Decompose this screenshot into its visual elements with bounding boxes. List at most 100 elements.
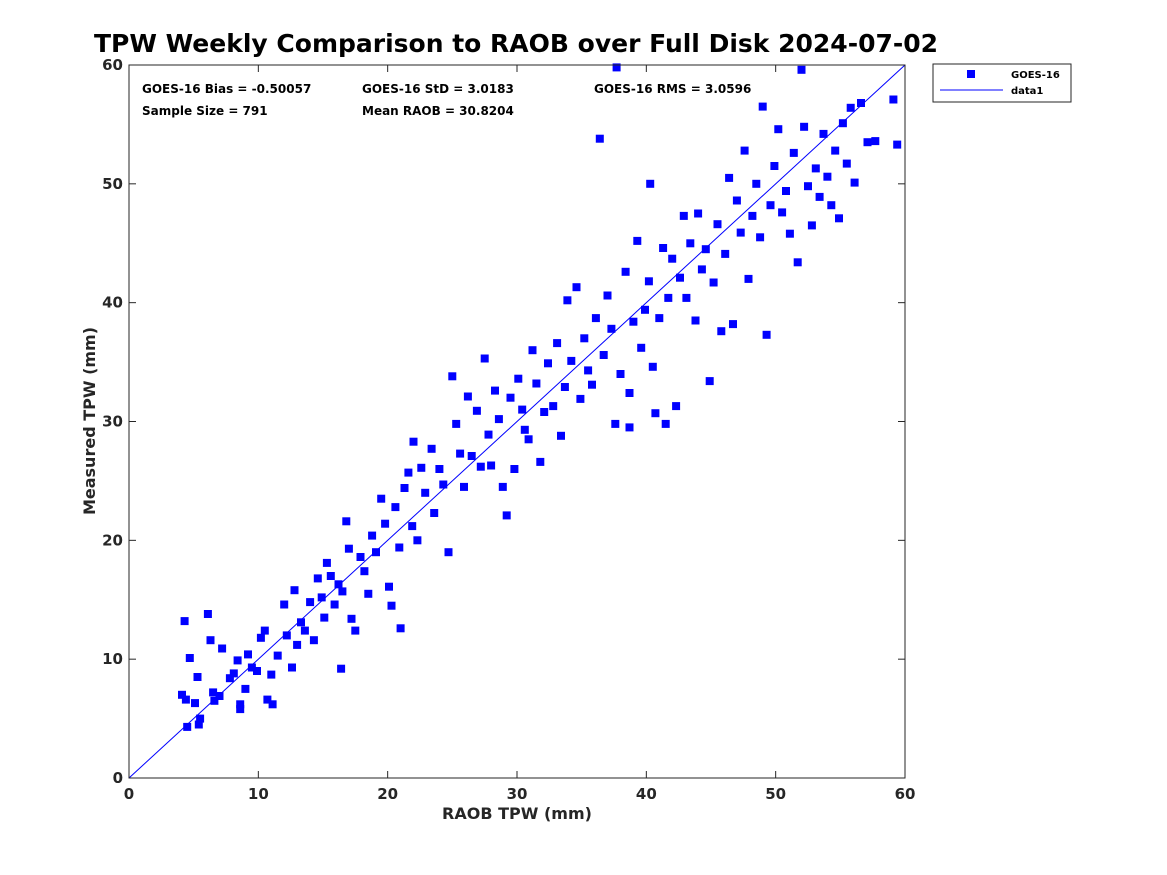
data-point (427, 444, 436, 453)
data-point (804, 182, 812, 191)
data-point (850, 178, 859, 187)
data-point (553, 339, 562, 348)
data-point (400, 484, 409, 492)
data-point (748, 211, 757, 220)
data-point (260, 626, 269, 635)
data-point (651, 409, 660, 418)
data-point (247, 663, 256, 672)
x-axis-label: RAOB TPW (mm) (442, 804, 592, 823)
data-point (364, 589, 373, 598)
stat-rms: GOES-16 RMS = 3.0596 (594, 82, 751, 96)
data-point (518, 405, 527, 414)
data-point (439, 480, 448, 489)
data-point (756, 233, 765, 242)
data-point (452, 419, 461, 428)
data-point (351, 626, 360, 635)
data-point (491, 386, 499, 395)
data-point (297, 618, 305, 627)
data-point (417, 463, 426, 472)
stats-annotations: GOES-16 Bias = -0.50057 GOES-16 StD = 3.… (142, 82, 751, 118)
data-point (206, 636, 215, 645)
data-point (580, 334, 589, 343)
data-point (691, 316, 700, 325)
data-point (782, 187, 790, 195)
legend-entry-goes16: GOES-16 (1011, 70, 1060, 81)
data-point (567, 356, 576, 365)
data-point (893, 140, 902, 149)
data-point (180, 617, 189, 626)
data-point (629, 317, 638, 326)
data-point (668, 254, 677, 263)
data-point (430, 509, 439, 517)
data-point (347, 614, 356, 623)
data-point (682, 293, 691, 302)
data-point (705, 377, 714, 386)
data-point (480, 354, 489, 363)
data-point (676, 273, 684, 282)
data-point (377, 494, 386, 503)
x-axis: 0 10 20 30 40 50 60 (124, 65, 915, 803)
data-point (694, 209, 703, 218)
data-point (256, 633, 265, 642)
data-point (360, 567, 369, 576)
data-point (178, 690, 186, 699)
data-point (236, 700, 245, 709)
data-point (621, 267, 630, 276)
data-point (857, 99, 865, 107)
data-point (595, 134, 604, 143)
legend-marker-square-icon (967, 70, 975, 78)
y-tick-label: 40 (102, 294, 123, 312)
data-point (456, 449, 465, 458)
data-point (368, 531, 377, 540)
data-point (563, 296, 572, 305)
data-point (766, 201, 775, 210)
y-tick-label: 60 (102, 56, 123, 74)
data-point (644, 277, 653, 286)
data-point (661, 419, 670, 428)
data-point (732, 196, 741, 205)
data-point (229, 669, 238, 678)
data-point (196, 714, 205, 723)
data-point (210, 696, 219, 705)
data-point (484, 430, 493, 439)
data-point (591, 314, 600, 323)
data-point (421, 488, 430, 497)
data-point (633, 236, 642, 245)
data-point (494, 415, 503, 424)
data-point (408, 522, 417, 531)
data-point (811, 164, 820, 173)
data-point (770, 162, 779, 170)
data-point (576, 394, 585, 403)
data-point (520, 425, 529, 434)
data-point (381, 519, 390, 528)
data-point (789, 148, 798, 157)
data-point (395, 543, 404, 552)
data-point (334, 580, 343, 589)
data-point (244, 650, 252, 659)
data-point (762, 330, 771, 339)
data-point (280, 600, 289, 609)
data-point (288, 663, 296, 672)
data-point (506, 393, 515, 402)
x-tick-label: 40 (636, 785, 657, 803)
points-layer (178, 63, 902, 731)
data-point (225, 674, 234, 683)
data-point (625, 389, 634, 397)
legend-box (932, 63, 1072, 103)
data-point (385, 582, 393, 591)
line-layer (128, 64, 906, 779)
data-point (236, 705, 245, 714)
data-point (300, 626, 309, 635)
data-point (322, 558, 331, 567)
data-point (342, 517, 351, 526)
data-point (282, 631, 291, 640)
x-tick-label: 20 (377, 785, 398, 803)
data-point (871, 137, 880, 146)
data-point (819, 129, 828, 138)
data-point (502, 511, 511, 520)
data-point (584, 366, 593, 375)
data-point (387, 601, 396, 610)
data-point (498, 482, 507, 491)
data-point (721, 249, 730, 258)
